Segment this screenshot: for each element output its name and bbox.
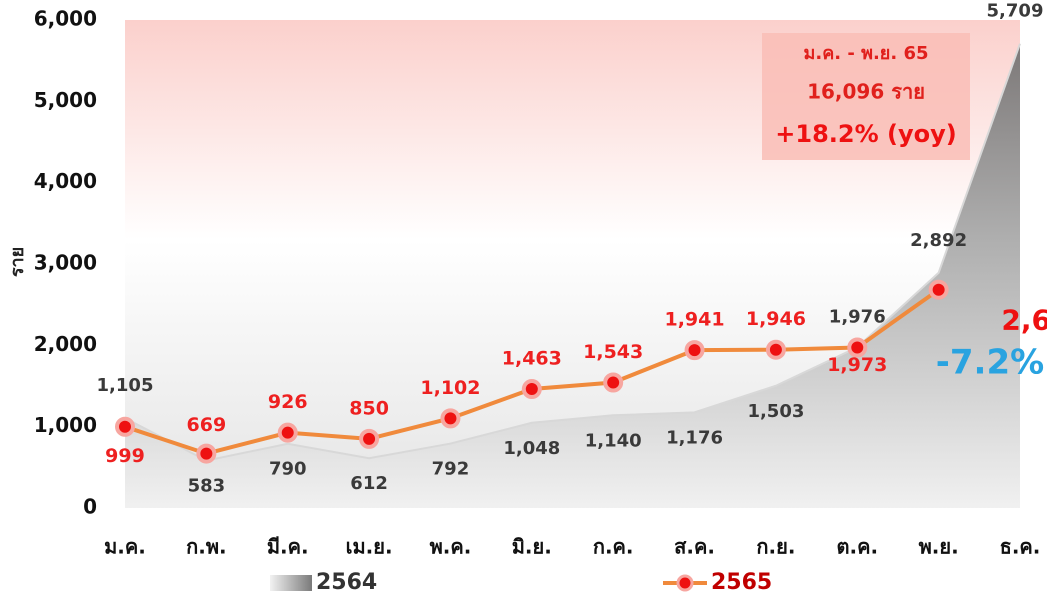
y-tick-label: 1,000	[34, 413, 97, 437]
x-tick-label: ธ.ค.	[1000, 535, 1041, 559]
marker	[196, 443, 217, 464]
data-label: 1,941	[664, 309, 724, 331]
data-label: 1,973	[827, 354, 887, 376]
y-tick-label: 0	[83, 495, 97, 519]
marker	[440, 408, 461, 429]
data-label: 792	[432, 459, 470, 480]
legend-marker	[676, 574, 694, 592]
marker	[928, 279, 949, 300]
x-tick-label: ม.ค.	[104, 535, 146, 559]
x-tick-label: ส.ค.	[674, 535, 715, 559]
data-label: 1,946	[746, 308, 806, 330]
legend-label: 2565	[711, 570, 772, 595]
marker	[277, 422, 298, 443]
annotation: ม.ค. - พ.ย. 65	[804, 43, 929, 64]
x-tick-label: พ.ค.	[430, 535, 472, 559]
x-tick-label: มิ.ย.	[512, 535, 552, 559]
marker	[115, 416, 135, 437]
data-label: 1,503	[747, 401, 804, 422]
data-label: 1,463	[502, 348, 562, 370]
data-label: 1,048	[503, 438, 560, 459]
data-label: 583	[188, 476, 226, 497]
x-tick-label: มี.ค.	[267, 535, 309, 559]
marker	[847, 337, 868, 358]
y-tick-label: 3,000	[34, 251, 97, 275]
y-tick-label: 2,000	[34, 332, 97, 356]
x-tick-label: ก.พ.	[186, 535, 227, 559]
data-label: 1,976	[829, 306, 886, 327]
x-tick-label: พ.ย.	[919, 535, 959, 559]
annotation: 16,096 ราย	[807, 80, 925, 104]
data-label: 2,892	[910, 230, 967, 251]
x-tick-label: เม.ย.	[346, 535, 393, 559]
x-tick-label: ก.ค.	[593, 535, 634, 559]
y-tick-label: 4,000	[34, 169, 97, 193]
marker	[359, 428, 380, 449]
y-tick-label: 6,000	[34, 7, 97, 31]
data-label: 5,709	[987, 1, 1044, 22]
data-label: 999	[105, 445, 145, 467]
annotation: -7.2%	[936, 343, 1044, 383]
x-tick-label: ต.ค.	[836, 535, 878, 559]
data-label: 1,102	[420, 377, 480, 399]
marker	[684, 340, 705, 361]
legend-label: 2564	[316, 570, 377, 595]
area-edge	[124, 43, 1021, 462]
data-label: 2,684	[1001, 304, 1047, 337]
data-label: 612	[350, 473, 388, 494]
data-label: 1,543	[583, 341, 643, 363]
marker	[603, 372, 624, 393]
data-label: 1,176	[666, 427, 723, 448]
marker	[765, 339, 786, 360]
area-fill	[125, 43, 1020, 508]
data-label: 1,140	[585, 430, 642, 451]
legend-swatch	[270, 575, 312, 591]
data-label: 669	[187, 414, 227, 436]
marker	[521, 379, 542, 400]
summary-box	[762, 33, 970, 160]
annotation: +18.2% (yoy)	[775, 120, 956, 148]
x-tick-label: ก.ย.	[756, 535, 795, 559]
data-label: 790	[269, 459, 307, 480]
y-tick-label: 5,000	[34, 88, 97, 112]
data-label: 1,105	[97, 375, 154, 396]
data-label: 926	[268, 391, 308, 413]
data-label: 850	[349, 397, 389, 419]
y-axis-label: ราย	[7, 247, 28, 277]
